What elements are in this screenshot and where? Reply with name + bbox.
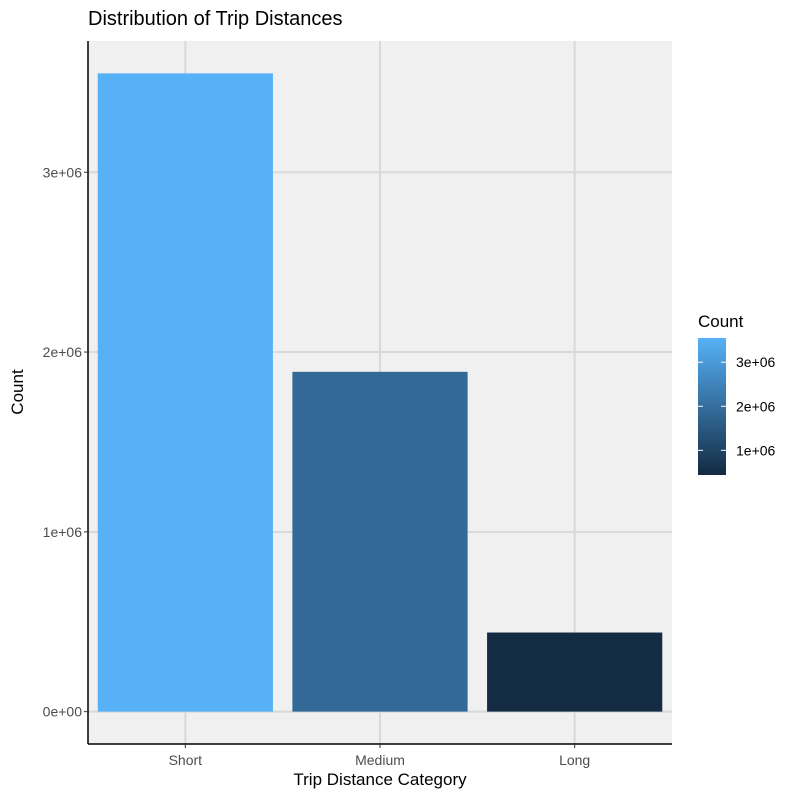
- y-tick-label: 0e+00: [43, 704, 83, 720]
- x-axis-ticks: Short Medium Long: [169, 744, 590, 768]
- y-tick-label: 3e+06: [43, 164, 83, 180]
- legend-title: Count: [698, 312, 744, 331]
- bar-medium: [292, 371, 468, 712]
- x-tick-label: Short: [169, 752, 203, 768]
- x-tick-label: Medium: [355, 752, 405, 768]
- y-tick-label: 2e+06: [43, 344, 83, 360]
- x-axis-title: Trip Distance Category: [293, 770, 467, 789]
- legend-tick-label: 3e+06: [736, 354, 776, 370]
- legend: Count 1e+06 2e+06 3e+06: [698, 312, 776, 475]
- y-tick-label: 1e+06: [43, 524, 83, 540]
- bar-short: [97, 73, 273, 712]
- y-axis-ticks: 0e+00 1e+06 2e+06 3e+06: [43, 164, 88, 720]
- legend-tick-label: 2e+06: [736, 398, 776, 414]
- chart-title: Distribution of Trip Distances: [88, 8, 343, 30]
- x-tick-label: Long: [559, 752, 590, 768]
- y-axis-title: Count: [8, 369, 27, 415]
- bar-long: [487, 632, 663, 712]
- bars: [97, 73, 663, 712]
- legend-tick-label: 1e+06: [736, 442, 776, 458]
- legend-ticks: 1e+06 2e+06 3e+06: [698, 354, 776, 458]
